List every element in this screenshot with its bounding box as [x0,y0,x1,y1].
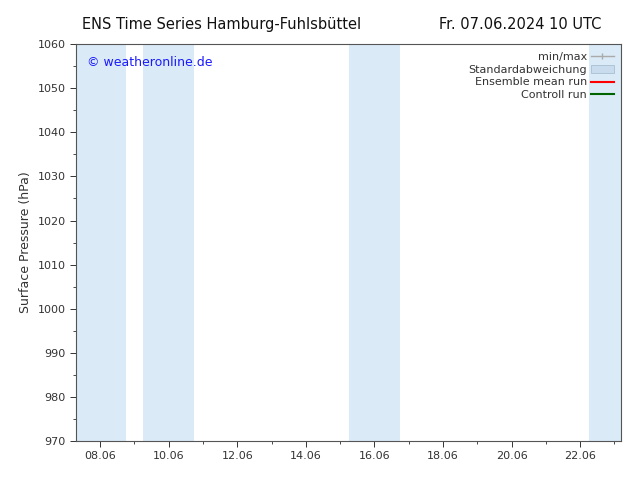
Text: © weatheronline.de: © weatheronline.de [87,56,212,69]
Text: ENS Time Series Hamburg-Fuhlsbüttel: ENS Time Series Hamburg-Fuhlsbüttel [82,17,361,32]
Bar [76,44,126,441]
Text: Fr. 07.06.2024 10 UTC: Fr. 07.06.2024 10 UTC [439,17,601,32]
Bar [349,44,400,441]
Legend: min/max, Standardabweichung, Ensemble mean run, Controll run: min/max, Standardabweichung, Ensemble me… [466,49,616,102]
Bar [143,44,195,441]
Bar [589,44,621,441]
Y-axis label: Surface Pressure (hPa): Surface Pressure (hPa) [19,172,32,314]
